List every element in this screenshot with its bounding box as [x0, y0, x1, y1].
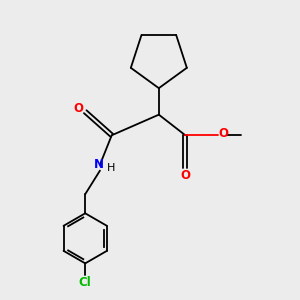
Text: O: O	[74, 102, 84, 115]
Text: O: O	[218, 127, 228, 140]
Text: Cl: Cl	[79, 276, 92, 289]
Text: H: H	[107, 163, 115, 173]
Text: N: N	[94, 158, 103, 171]
Text: O: O	[180, 169, 190, 182]
